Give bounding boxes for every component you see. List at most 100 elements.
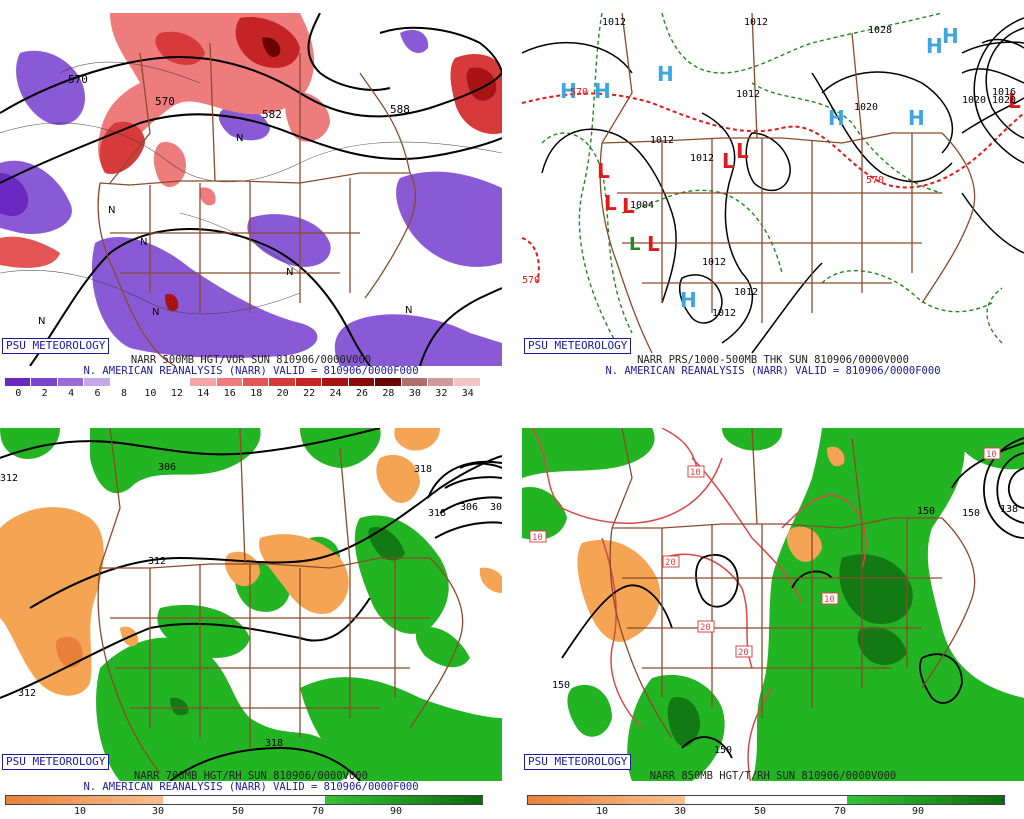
colorbar-tick-label: 10 [144, 388, 157, 399]
panel-caption-valid: N. AMERICAN REANALYSIS (NARR) VALID = 81… [83, 781, 419, 793]
contour-label: 1012 [712, 308, 736, 319]
colorbar-tick-label: 10 [73, 806, 87, 817]
colorbar-ticks: 10 30 50 70 90 [522, 806, 1024, 818]
high-pressure-marker: H [926, 34, 943, 58]
isotherm-label: 10 [986, 450, 997, 460]
contour-label: 1020 [854, 102, 878, 113]
low-pressure-marker: L [1008, 89, 1021, 113]
low-pressure-marker: L [629, 234, 640, 255]
colorbar-tick-label: 30 [408, 388, 421, 399]
panel-caption-valid: N. AMERICAN REANALYSIS (NARR) VALID = 81… [83, 365, 419, 377]
colorbar-tick-label: 50 [231, 806, 245, 817]
colorbar-tick-label: 30 [673, 806, 687, 817]
colorbar-ticks: 0 2 4 6 8 10 12 14 16 18 20 22 24 26 28 30 32 34 [0, 388, 502, 400]
isotherm-label: 20 [700, 623, 711, 633]
colorbar-segment [269, 378, 296, 386]
contour-label: 312 [18, 688, 36, 699]
high-pressure-marker: H [680, 288, 697, 312]
high-pressure-marker: H [560, 79, 577, 103]
colorbar-segment [454, 378, 481, 386]
contour-label: 1016 [992, 87, 1016, 98]
thickness-label: 570 [522, 275, 540, 286]
svg-text:N: N [405, 305, 412, 316]
high-pressure-marker: H [657, 62, 674, 86]
colorbar-tick-label: 6 [94, 388, 101, 399]
high-pressure-marker: H [828, 106, 845, 130]
colorbar-segment [324, 796, 482, 804]
colorbar-tick-label: 4 [68, 388, 75, 399]
colorbar-tick-label: 22 [303, 388, 316, 399]
contour-label: 570 [155, 95, 175, 108]
svg-text:N: N [38, 316, 45, 327]
colorbar-segment [163, 796, 325, 804]
contour-label: 1012 [744, 17, 768, 28]
svg-text:N: N [286, 267, 293, 278]
contour-label: 1012 [702, 257, 726, 268]
panel-850mb-temperature: 10 10 20 20 20 [522, 428, 1024, 819]
contour-label: 318 [265, 738, 283, 749]
colorbar-tick-label: 18 [250, 388, 263, 399]
contour-label: 1004 [630, 200, 654, 211]
isotherm-label: 10 [532, 533, 543, 543]
thickness-label: 570 [570, 87, 588, 98]
isotherm-label: 10 [824, 595, 835, 605]
contour-label: 588 [390, 103, 410, 116]
low-pressure-marker: L [736, 139, 749, 163]
psu-meteorology-badge: PSU METEOROLOGY [2, 754, 110, 770]
high-pressure-marker: H [908, 106, 925, 130]
colorbar-segment [242, 378, 270, 386]
low-pressure-marker: L [597, 159, 610, 183]
colorbar-segment [295, 378, 323, 386]
colorbar-tick-label: 12 [170, 388, 183, 399]
colorbar-tick-label: 16 [223, 388, 236, 399]
colorbar-segment [685, 796, 847, 804]
isotherm-labels: 10 10 20 20 20 [529, 447, 1001, 658]
contour-label: 1028 [868, 25, 892, 36]
humidity-colorbar [527, 795, 1005, 805]
low-pressure-marker: L [604, 191, 617, 215]
panel-caption-product: NARR 500MB HGT/VOR SUN 810906/0000V000 [130, 354, 372, 366]
colorbar-segment [375, 378, 402, 386]
colorbar-segment [6, 796, 164, 804]
colorbar-tick-label: 10 [595, 806, 609, 817]
humidity-colorbar [5, 795, 483, 805]
contour-label: 582 [262, 108, 282, 121]
contour-label: 312 [148, 556, 166, 567]
contour-label: 1012 [650, 135, 674, 146]
high-pressure-marker: H [594, 79, 611, 103]
map-sea-level-pressure: H H H H H H H H L L L L L L L L 1012 [522, 13, 1024, 366]
panel-caption-product: NARR PRS/1000-500MB THK SUN 810906/0000V… [637, 354, 909, 366]
colorbar-segment [428, 378, 455, 386]
psu-meteorology-badge: PSU METEOROLOGY [2, 338, 110, 354]
map-700mb-humidity: 306 312 312 318 318 306 30 312 318 PSU M… [0, 428, 502, 781]
contour-label: 138 [1000, 504, 1018, 515]
colorbar-tick-label: 50 [753, 806, 767, 817]
colorbar-tick-label: 70 [833, 806, 847, 817]
panel-caption-product: NARR 850MB HGT/T/RH SUN 810906/0000V000 [649, 770, 897, 782]
colorbar-tick-label: 26 [355, 388, 369, 399]
thickness-label: 570 [866, 175, 884, 186]
colorbar-tick-label: 14 [197, 388, 210, 399]
colorbar-tick-label: 30 [151, 806, 165, 817]
contour-label: 30 [490, 502, 502, 513]
colorbar-tick-label: 70 [311, 806, 325, 817]
contour-label: 318 [428, 508, 446, 519]
isotherm-label: 10 [690, 468, 701, 478]
contour-label: 1012 [734, 287, 758, 298]
contour-label: 306 [158, 462, 176, 473]
svg-text:N: N [236, 133, 243, 144]
colorbar-ticks: 10 30 50 70 90 [0, 806, 502, 818]
colorbar-tick-label: 0 [15, 388, 22, 399]
panel-caption-product: NARR 700MB HGT/RH SUN 810906/0000V000 [134, 770, 368, 782]
svg-text:N: N [152, 307, 159, 318]
colorbar-tick-label: 2 [41, 388, 48, 399]
map-500mb-vorticity: 570 570 582 588 N N N N N N N PSU METEOROLOGY [0, 13, 502, 366]
contour-label: 1012 [690, 153, 714, 164]
colorbar-tick-label: 34 [461, 388, 474, 399]
contour-label: 1012 [736, 89, 760, 100]
colorbar-segment [84, 378, 111, 386]
colorbar-segment [137, 378, 164, 386]
psu-meteorology-badge: PSU METEOROLOGY [524, 754, 632, 770]
colorbar-segment [401, 378, 428, 386]
panel-sea-level-pressure: H H H H H H H H L L L L L L L L 1012 [522, 13, 1024, 403]
